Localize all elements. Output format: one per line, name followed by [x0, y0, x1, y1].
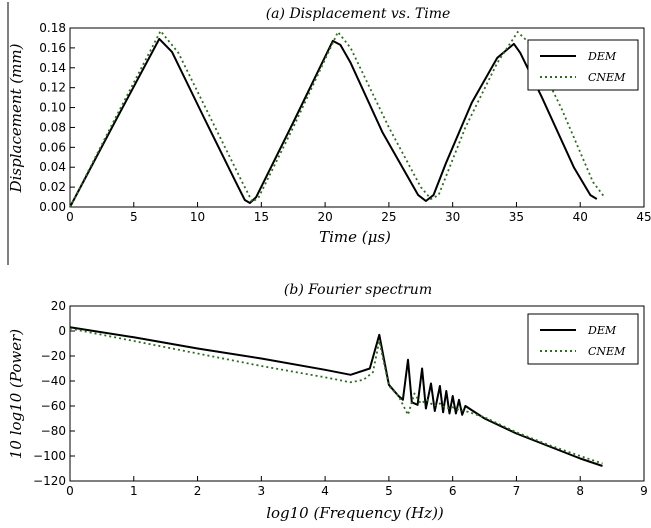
- series-line-dem-b: [69, 326, 603, 467]
- x-tick-label-a: 35: [509, 210, 524, 224]
- y-tick-label-b: −100: [33, 449, 66, 463]
- x-tick-label-b: 4: [321, 484, 329, 498]
- plot-area-a: [69, 27, 645, 208]
- legend-label-cnem-a: CNEM: [588, 71, 626, 84]
- x-tick-label-a: 45: [636, 210, 651, 224]
- x-tick-label-a: 40: [573, 210, 588, 224]
- chart-title-a: (a) Displacement vs. Time: [266, 6, 451, 22]
- x-tick-label-a: 5: [130, 210, 138, 224]
- panel-displacement: (a) Displacement vs. Time 0 5 10 15 20 25 30 35…: [7, 6, 651, 246]
- y-tick-label-b: 20: [51, 299, 66, 313]
- y-tick-label-a: 0.04: [39, 160, 66, 174]
- plot-area-b: [69, 305, 645, 482]
- x-tick-label-a: 30: [445, 210, 460, 224]
- y-tick-label-a: 0.14: [39, 61, 66, 75]
- x-axis-a: 0 5 10 15 20 25 30 35 40 45: [66, 202, 651, 224]
- y-tick-label-a: 0.08: [39, 120, 66, 134]
- y-axis-label-a: Displacement (mm): [7, 43, 25, 193]
- x-tick-label-b: 5: [385, 484, 393, 498]
- y-tick-label-a: 0.00: [39, 200, 66, 214]
- x-tick-label-b: 7: [513, 484, 521, 498]
- x-tick-label-a: 25: [381, 210, 396, 224]
- panel-fourier: (b) Fourier spectrum 0 1 2 3 4 5 6 7 8 9 20 0 −20 −4…: [7, 282, 648, 522]
- y-tick-label-b: −20: [41, 349, 66, 363]
- legend-label-dem-b: DEM: [587, 324, 617, 337]
- series-line-dem-a: [69, 37, 598, 208]
- y-tick-label-a: 0.02: [39, 180, 66, 194]
- legend-a: DEM CNEM: [527, 39, 639, 91]
- x-tick-label-a: 0: [66, 210, 74, 224]
- x-axis-b: 0 1 2 3 4 5 6 7 8 9: [66, 476, 648, 498]
- x-axis-label-a: Time (μs): [319, 228, 391, 246]
- legend-b: DEM CNEM: [527, 313, 639, 365]
- y-tick-label-a: 0.18: [39, 21, 66, 35]
- y-tick-label-b: 0: [58, 324, 66, 338]
- y-tick-label-b: −80: [41, 424, 66, 438]
- y-axis-a: 0.00 0.02 0.04 0.06 0.08 0.10 0.12 0.14 0.16 0.18: [39, 21, 75, 214]
- y-tick-label-a: 0.06: [39, 140, 66, 154]
- x-tick-label-b: 1: [130, 484, 138, 498]
- x-tick-label-b: 9: [640, 484, 648, 498]
- x-tick-label-b: 2: [194, 484, 202, 498]
- y-axis-label-b: 10 log10 (Power): [7, 329, 25, 459]
- x-tick-label-a: 10: [190, 210, 205, 224]
- y-tick-label-b: −120: [33, 474, 66, 488]
- y-axis-b: 20 0 −20 −40 −60 −80 −100 −120: [33, 299, 75, 488]
- chart-title-b: (b) Fourier spectrum: [284, 282, 432, 298]
- series-line-cnem-b: [69, 327, 603, 465]
- y-tick-label-a: 0.16: [39, 41, 66, 55]
- x-tick-label-b: 3: [258, 484, 266, 498]
- x-tick-label-b: 0: [66, 484, 74, 498]
- x-tick-label-b: 8: [576, 484, 584, 498]
- series-group-a: [69, 30, 606, 208]
- x-axis-label-b: log10 (Frequency (Hz)): [266, 504, 444, 522]
- x-tick-label-b: 6: [449, 484, 457, 498]
- y-tick-label-a: 0.10: [39, 101, 66, 115]
- legend-label-cnem-b: CNEM: [588, 345, 626, 358]
- x-tick-label-a: 20: [317, 210, 332, 224]
- y-tick-label-b: −40: [41, 374, 66, 388]
- x-tick-label-a: 15: [254, 210, 269, 224]
- series-group-b: [69, 326, 603, 467]
- legend-label-dem-a: DEM: [587, 50, 617, 63]
- y-tick-label-b: −60: [41, 399, 66, 413]
- y-tick-label-a: 0.12: [39, 81, 66, 95]
